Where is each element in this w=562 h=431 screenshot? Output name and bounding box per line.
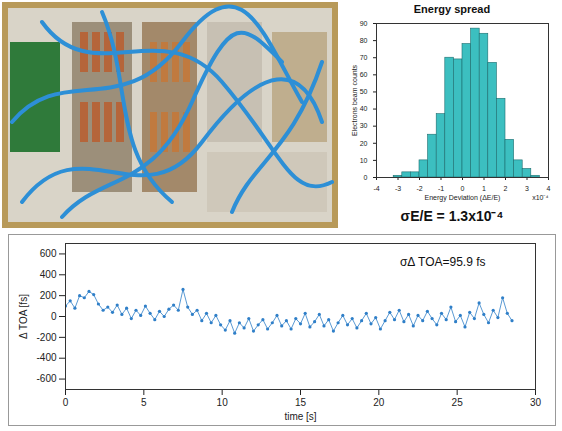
svg-text:x10⁻⁴: x10⁻⁴	[532, 194, 548, 201]
svg-text:Δ TOA [fs]: Δ TOA [fs]	[18, 294, 29, 339]
svg-text:20: 20	[373, 397, 385, 408]
svg-text:0: 0	[63, 397, 69, 408]
svg-text:15: 15	[295, 397, 307, 408]
svg-text:-4: -4	[373, 185, 379, 192]
svg-text:5: 5	[141, 397, 147, 408]
svg-text:600: 600	[40, 248, 57, 259]
svg-text:80: 80	[360, 37, 368, 44]
svg-text:40: 40	[360, 105, 368, 112]
svg-text:0: 0	[51, 311, 57, 322]
html-text:σE/E = 1.3x10⁻⁴: σE/E = 1.3x10⁻⁴	[400, 208, 504, 224]
svg-text:0: 0	[461, 185, 465, 192]
svg-text:Energy Deviation (ΔE/E): Energy Deviation (ΔE/E)	[425, 194, 501, 202]
svg-text:-600: -600	[36, 373, 56, 384]
svg-text:Electrons beam counts: Electrons beam counts	[351, 64, 358, 136]
svg-text:2: 2	[504, 185, 508, 192]
svg-text:4: 4	[547, 185, 551, 192]
svg-text:-1: -1	[438, 185, 444, 192]
svg-text:60: 60	[360, 71, 368, 78]
svg-text:time [s]: time [s]	[284, 411, 316, 422]
svg-text:200: 200	[40, 290, 57, 301]
svg-text:10: 10	[217, 397, 229, 408]
svg-text:-2: -2	[416, 185, 422, 192]
svg-text:0: 0	[364, 174, 368, 181]
svg-text:30: 30	[530, 397, 542, 408]
svg-text:-200: -200	[36, 332, 56, 343]
svg-text:10: 10	[360, 157, 368, 164]
svg-text:400: 400	[40, 269, 57, 280]
svg-text:-400: -400	[36, 352, 56, 363]
svg-text:1: 1	[482, 185, 486, 192]
svg-text:25: 25	[452, 397, 464, 408]
svg-text:20: 20	[360, 140, 368, 147]
svg-text:90: 90	[360, 20, 368, 27]
svg-text:-3: -3	[395, 185, 401, 192]
svg-text:σΔ TOA=95.9 fs: σΔ TOA=95.9 fs	[400, 255, 486, 269]
svg-text:3: 3	[525, 185, 529, 192]
svg-text:70: 70	[360, 54, 368, 61]
svg-text:50: 50	[360, 88, 368, 95]
svg-text:30: 30	[360, 122, 368, 129]
html-text:Energy spread: Energy spread	[413, 3, 491, 15]
